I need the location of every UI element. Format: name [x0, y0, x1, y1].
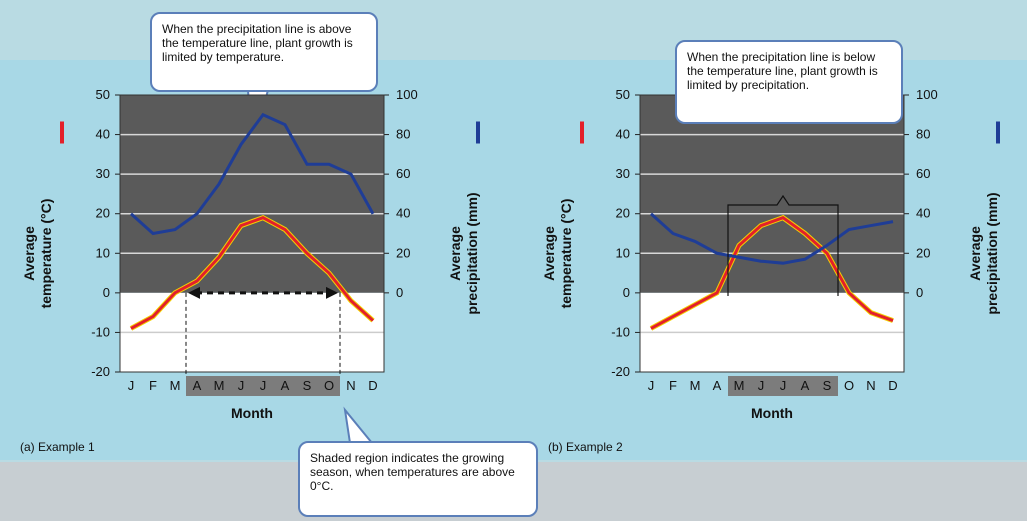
y-left-tick-label: 50	[96, 87, 110, 102]
x-tick-label: N	[346, 378, 355, 393]
temperature-line	[130, 216, 375, 330]
y-right-tick-label: 20	[396, 245, 410, 260]
precipitation-legend-swatch	[476, 121, 480, 144]
y-left-tick-label: 20	[616, 206, 630, 221]
precipitation-line	[129, 112, 375, 236]
growing-season-band	[728, 376, 838, 396]
callout-precipitation-limited: When the precipitation line is below the…	[675, 40, 903, 124]
y-right-tick-label: 100	[916, 87, 938, 102]
y-right-tick-label: 20	[916, 245, 930, 260]
y-right-axis-label: Averageprecipitation (mm)	[447, 192, 480, 314]
x-tick-label: D	[888, 378, 897, 393]
y-left-tick-label: 0	[103, 285, 110, 300]
x-tick-label: A	[713, 378, 722, 393]
x-tick-label: J	[648, 378, 655, 393]
precipitation-line	[649, 212, 894, 265]
chart-dark-region	[120, 95, 384, 293]
temperature-legend-swatch	[580, 121, 584, 144]
temperature-line	[650, 215, 894, 330]
y-left-tick-label: 40	[96, 127, 110, 142]
x-tick-label: D	[368, 378, 377, 393]
x-axis-label: Month	[751, 405, 793, 421]
caption-example-2: (b) Example 2	[548, 440, 623, 454]
y-right-tick-label: 100	[396, 87, 418, 102]
y-left-tick-label: -20	[611, 364, 630, 379]
x-tick-label: O	[324, 378, 334, 393]
y-left-tick-label: 30	[96, 166, 110, 181]
y-right-axis-label: Averageprecipitation (mm)	[967, 192, 1000, 314]
x-tick-label: F	[149, 378, 157, 393]
y-left-axis-label: Averagetemperature (°C)	[541, 199, 574, 309]
y-right-tick-label: 0	[396, 285, 403, 300]
y-right-tick-label: 80	[396, 127, 410, 142]
x-tick-label: M	[690, 378, 701, 393]
y-right-tick-label: 0	[916, 285, 923, 300]
x-tick-label: A	[281, 378, 290, 393]
x-tick-label: S	[823, 378, 832, 393]
y-right-tick-label: 40	[396, 206, 410, 221]
x-tick-label: A	[193, 378, 202, 393]
x-tick-label: A	[801, 378, 810, 393]
x-tick-label: N	[866, 378, 875, 393]
bracket	[727, 194, 839, 296]
y-right-tick-label: 80	[916, 127, 930, 142]
x-tick-label: J	[260, 378, 267, 393]
y-left-tick-label: -10	[611, 324, 630, 339]
x-tick-label: S	[303, 378, 312, 393]
y-left-tick-label: -20	[91, 364, 110, 379]
season-arrow-head-right	[326, 286, 338, 299]
y-left-tick-label: 10	[96, 245, 110, 260]
y-left-tick-label: 30	[616, 166, 630, 181]
y-left-tick-label: 10	[616, 245, 630, 260]
caption-example-1: (a) Example 1	[20, 440, 95, 454]
callout-tail-3	[343, 406, 375, 444]
x-axis-label: Month	[231, 405, 273, 421]
y-left-tick-label: 0	[623, 285, 630, 300]
growing-season-band	[186, 376, 340, 396]
y-left-tick-label: -10	[91, 324, 110, 339]
x-tick-label: F	[669, 378, 677, 393]
x-tick-label: J	[128, 378, 135, 393]
chart-dark-region	[640, 95, 904, 293]
y-right-tick-label: 40	[916, 206, 930, 221]
plot-frame	[119, 94, 385, 373]
callout-growing-season: Shaded region indicates the growing seas…	[298, 441, 538, 517]
y-left-tick-label: 50	[616, 87, 630, 102]
y-left-tick-label: 40	[616, 127, 630, 142]
precipitation-legend-swatch	[996, 121, 1000, 144]
x-tick-label: J	[238, 378, 245, 393]
y-left-tick-label: 20	[96, 206, 110, 221]
x-tick-label: M	[170, 378, 181, 393]
y-right-tick-label: 60	[916, 166, 930, 181]
x-tick-label: O	[844, 378, 854, 393]
x-tick-label: J	[758, 378, 765, 393]
temperature-legend-swatch	[60, 121, 64, 144]
x-tick-label: J	[780, 378, 787, 393]
y-left-axis-label: Averagetemperature (°C)	[21, 199, 54, 309]
callout-temperature-limited: When the precipitation line is above the…	[150, 12, 378, 92]
x-tick-label: M	[214, 378, 225, 393]
x-tick-label: M	[734, 378, 745, 393]
y-right-tick-label: 60	[396, 166, 410, 181]
season-arrow-head-left	[188, 286, 200, 299]
